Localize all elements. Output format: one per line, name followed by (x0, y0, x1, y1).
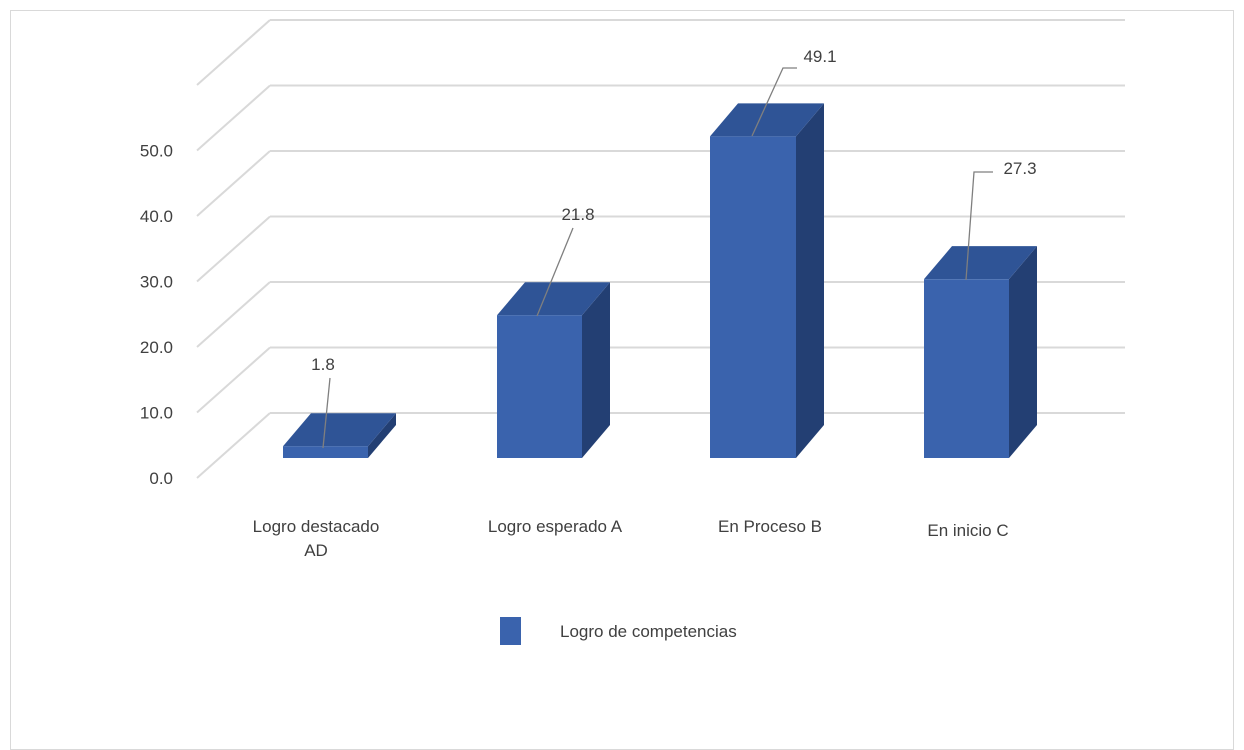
data-label: 1.8 (311, 355, 335, 374)
x-tick-label: En inicio C (927, 521, 1008, 540)
y-tick-label: 40.0 (140, 207, 173, 226)
gridline-depth (196, 84, 271, 152)
data-label: 21.8 (561, 205, 594, 224)
gridline-depth (196, 412, 271, 479)
x-tick-label: Logro esperado A (488, 517, 623, 536)
y-tick-label: 10.0 (140, 404, 173, 423)
y-tick-label: 50.0 (140, 142, 173, 161)
data-label: 27.3 (1003, 159, 1036, 178)
x-tick-label: Logro destacado (253, 517, 380, 536)
bar (710, 136, 796, 458)
data-label: 49.1 (803, 47, 836, 66)
bar-side (368, 413, 396, 458)
bar-side (582, 282, 610, 458)
bar (497, 315, 582, 458)
legend-label: Logro de competencias (560, 622, 737, 641)
data-label-leader (322, 377, 331, 449)
bar-top (924, 246, 1037, 280)
legend-swatch (500, 617, 521, 645)
y-tick-label: 20.0 (140, 338, 173, 357)
data-label-leader (536, 227, 574, 317)
bar-top (283, 413, 396, 447)
bar-side (796, 103, 824, 459)
data-label-leader (965, 171, 993, 281)
x-tick-label: En Proceso B (718, 517, 822, 536)
gridline-depth (196, 281, 271, 348)
gridline-depth (196, 346, 271, 414)
bar (924, 279, 1009, 458)
gridline-depth (196, 215, 271, 283)
x-tick-label: AD (304, 541, 328, 560)
y-tick-label: 0.0 (149, 469, 173, 488)
bar-top (710, 103, 824, 137)
bar (283, 446, 368, 458)
gridline-depth (196, 150, 271, 217)
gridline-depth (196, 19, 271, 86)
y-tick-label: 30.0 (140, 273, 173, 292)
bar-top (497, 282, 610, 316)
bar-side (1009, 246, 1037, 458)
data-label-leader (751, 67, 797, 137)
